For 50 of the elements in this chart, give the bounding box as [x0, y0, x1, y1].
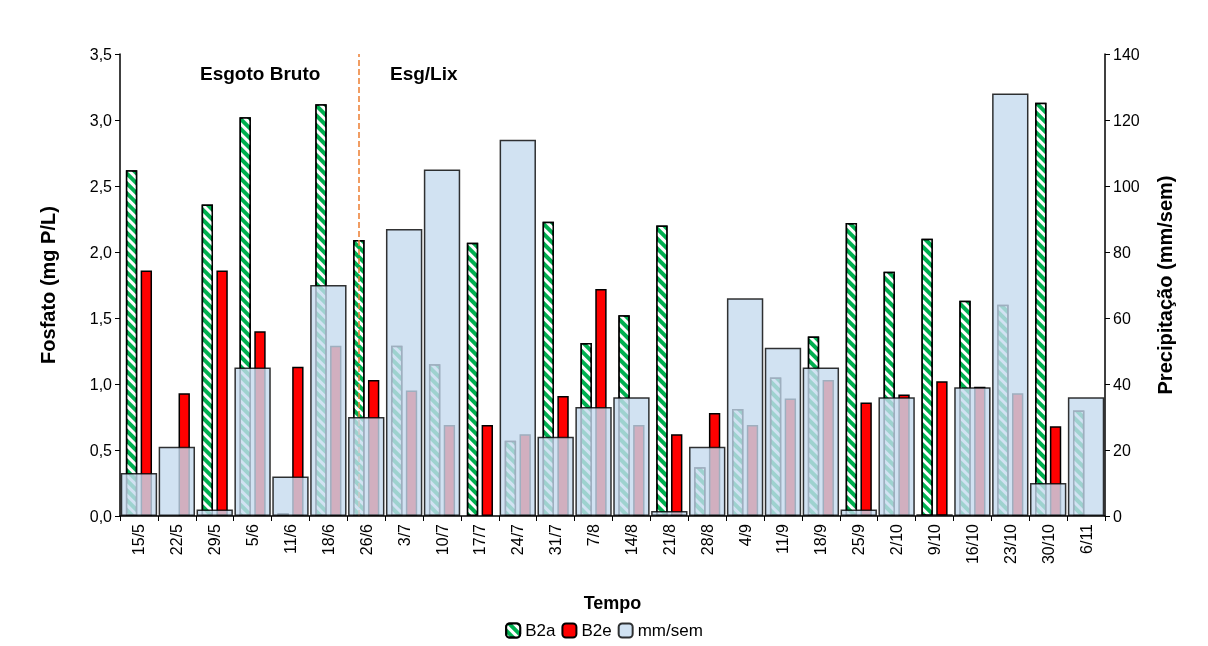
x-tick-label: 21/8	[660, 523, 678, 556]
y2-tick-label: 40	[1113, 375, 1131, 393]
x-tick-label: 30/10	[1039, 523, 1057, 565]
y-tick-label: 3,5	[89, 45, 113, 63]
x-tick-label: 29/5	[206, 523, 224, 556]
x-tick-label: 5/6	[244, 523, 262, 547]
x-tick-label: 23/10	[1001, 523, 1019, 565]
x-tick-label: 11/6	[281, 523, 299, 554]
y-tick-label: 1,0	[89, 375, 113, 393]
y-axis-title: Fosfato (mg P/L)	[37, 206, 59, 364]
annotation: Esg/Lix	[390, 63, 459, 84]
x-tick-label: 18/6	[319, 523, 337, 556]
x-tick-label: 14/8	[622, 523, 640, 556]
y2-tick-label: 60	[1113, 309, 1131, 327]
y-tick-label: 0,0	[89, 507, 113, 525]
x-tick-label: 2/10	[888, 523, 906, 556]
x-axis-title: Tempo	[583, 593, 642, 613]
x-tick-label: 31/7	[547, 523, 565, 556]
x-tick-label: 7/8	[585, 523, 603, 547]
y-tick-label: 1,5	[89, 309, 113, 327]
y-tick-label: 2,5	[89, 177, 113, 195]
legend-label: B2e	[581, 621, 612, 640]
y2-tick-label: 20	[1113, 441, 1131, 459]
y2-tick-label: 80	[1113, 243, 1131, 261]
y2-tick-label: 120	[1113, 111, 1140, 129]
x-tick-label: 4/9	[736, 523, 754, 547]
x-tick-label: 11/9	[774, 523, 792, 554]
legend-label: mm/sem	[637, 621, 703, 640]
y2-axis-title: Precipitação (mm/sem)	[1154, 175, 1176, 395]
x-tick-label: 18/9	[812, 523, 830, 556]
y2-tick-label: 100	[1113, 177, 1140, 195]
x-tick-label: 15/5	[130, 523, 148, 556]
x-tick-label: 25/9	[850, 523, 868, 556]
x-tick-label: 26/6	[357, 523, 375, 556]
annotation: Esgoto Bruto	[200, 63, 321, 84]
x-tick-label: 6/11	[1077, 523, 1095, 554]
x-tick-label: 28/8	[698, 523, 716, 556]
x-tick-label: 9/10	[926, 523, 944, 556]
y2-tick-label: 140	[1113, 45, 1140, 63]
x-tick-label: 10/7	[433, 523, 451, 556]
y-tick-label: 2,0	[89, 243, 113, 261]
x-tick-label: 22/5	[168, 523, 186, 556]
legend-label: B2a	[525, 621, 556, 640]
x-tick-label: 17/7	[471, 523, 489, 556]
x-tick-label: 16/10	[963, 523, 981, 565]
x-tick-label: 24/7	[509, 523, 527, 556]
y-tick-label: 3,0	[89, 111, 113, 129]
x-tick-label: 3/7	[395, 523, 413, 547]
y2-tick-label: 0	[1113, 507, 1122, 525]
y-tick-label: 0,5	[89, 441, 113, 459]
